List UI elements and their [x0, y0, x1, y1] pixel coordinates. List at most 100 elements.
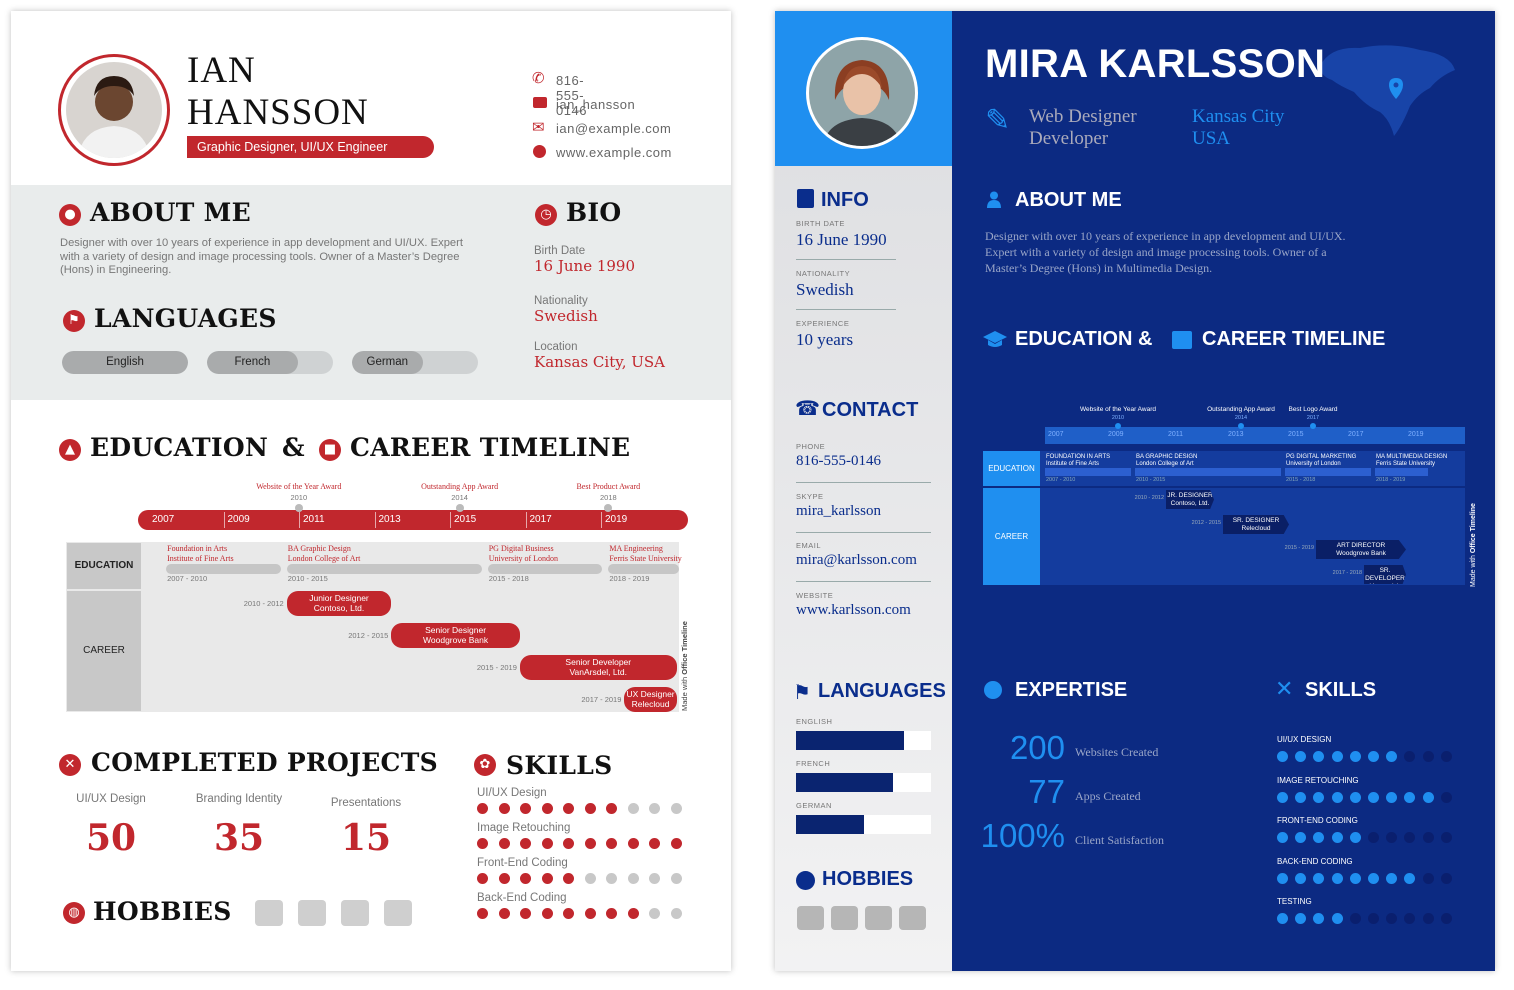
about-text: Designer with over 10 years of experienc…: [60, 237, 463, 276]
language-name: FRENCH: [796, 759, 831, 768]
timeline-axis: [138, 510, 688, 530]
bio-item: Location Kansas City, USA: [534, 341, 665, 371]
skill-dot: [1368, 913, 1379, 924]
skill-dot: [649, 838, 660, 849]
career-bar: SR. DEVELOPER Vanarsdel, Ltd.: [1364, 565, 1406, 584]
education-row-label: EDUCATION: [67, 543, 141, 589]
award-year: 2014: [1234, 415, 1248, 421]
skill-dot: [1331, 751, 1343, 762]
education-bar: [1375, 468, 1428, 476]
project-count: 15: [340, 817, 392, 859]
bio-heading: BIO: [566, 198, 622, 227]
skill-dot: [1277, 791, 1288, 803]
skill-dot: [1313, 832, 1325, 843]
skill-name: UI/UX DESIGN: [1277, 735, 1332, 744]
user-icon: [987, 191, 1001, 208]
skill-name: IMAGE RETOUCHING: [1277, 775, 1359, 785]
language-bar: English: [62, 351, 188, 374]
bio-label: Nationality: [534, 295, 588, 307]
education-bar: [608, 564, 679, 574]
skill-dot: [1295, 913, 1307, 924]
education-subtitle: Institute of Fine Arts: [1046, 461, 1100, 467]
skill-dot: [1368, 751, 1379, 762]
award-marker: [1310, 423, 1316, 429]
career-bar: UX Designer Relecloud: [624, 687, 677, 712]
timeline-year-label: 2013: [1228, 431, 1244, 438]
skill-dot: [670, 838, 682, 849]
bio-value: Swedish: [534, 307, 598, 325]
timeline-heading-education: EDUCATION &: [1015, 328, 1153, 350]
skill-dot: [649, 803, 660, 814]
role-line-1: Web Designer: [1029, 106, 1137, 127]
timeline-year-label: 2019: [1408, 431, 1424, 438]
education-subtitle: Ferris State University: [609, 554, 682, 563]
career-subtitle: Contoso, Ltd.: [1170, 500, 1210, 507]
skill-dot: [1422, 791, 1434, 803]
award-label: Website of the Year Award: [256, 482, 342, 491]
bio-label: Location: [534, 341, 578, 353]
chat-icon: [533, 97, 547, 108]
info-label: EXPERIENCE: [796, 319, 850, 328]
skill-dot: [1331, 913, 1343, 924]
contact-value: mira_karlsson: [796, 502, 881, 519]
skill-name: Back-End Coding: [477, 892, 567, 904]
skill-dot: [1440, 751, 1452, 762]
education-bar: [286, 564, 482, 574]
language-bar-fill: [796, 815, 864, 834]
career-bar: ART DIRECTOR Woodgrove Bank: [1316, 540, 1406, 559]
career-row-label: CAREER: [983, 488, 1040, 585]
award-year: 2010: [1111, 415, 1125, 421]
user-icon: ●: [59, 204, 81, 226]
skill-name: TESTING: [1277, 897, 1312, 906]
language-name: GERMAN: [796, 801, 832, 810]
skill-dot: [1349, 791, 1361, 803]
made-with-brand: Office Timeline: [680, 621, 689, 675]
education-title: PG DIGITAL MARKETING: [1286, 454, 1357, 460]
briefcase-icon: [384, 900, 412, 926]
timeline-year-label: 2017: [1348, 431, 1364, 438]
timeline-year-label: 2011: [1168, 431, 1184, 438]
skill-dot: [1295, 832, 1307, 843]
skill-dot: [1368, 832, 1379, 843]
skill-dot: [1422, 832, 1434, 843]
portrait-icon: [831, 906, 858, 930]
project-label: Presentations: [330, 797, 402, 809]
bio-label: Birth Date: [534, 245, 586, 257]
skill-dot: [606, 803, 617, 814]
skill-dot: [477, 803, 488, 814]
flag-icon: ⚑: [63, 310, 85, 332]
language-bar: [796, 731, 931, 750]
language-name: French: [234, 356, 271, 368]
career-title: JR. DESIGNER: [1167, 492, 1213, 499]
skill-dot: [541, 908, 553, 919]
award-label: Best Product Award: [576, 482, 641, 491]
timeline-year-label: 2017: [529, 514, 552, 525]
education-title: BA Graphic Design: [287, 544, 351, 553]
career-range: 2017 - 2019: [581, 695, 622, 704]
expertise-label: Apps Created: [1075, 789, 1141, 803]
contact-divider: [796, 531, 931, 533]
education-subtitle: Institute of Fine Arts: [167, 554, 234, 563]
profile-photo: [806, 37, 918, 149]
timeline-year-label: 2007: [1048, 431, 1064, 438]
world-map: [1310, 36, 1460, 141]
career-title: SR. DEVELOPER: [1365, 567, 1405, 582]
skill-dot: [1313, 791, 1325, 803]
city-line-1: Kansas City: [1192, 106, 1285, 127]
skill-name: BACK-END CODING: [1277, 856, 1353, 866]
contact-divider: [796, 482, 931, 483]
skill-name: Image Retouching: [477, 822, 571, 834]
education-range: 2018 - 2019: [1376, 477, 1406, 483]
briefcase-icon: ■: [319, 439, 341, 461]
contact-text: www.example.com: [556, 145, 672, 160]
career-title: Senior Designer: [425, 625, 487, 635]
education-range: 2007 - 2010: [1046, 477, 1076, 483]
skill-dot: [520, 873, 531, 884]
skill-dot: [477, 838, 488, 849]
skill-dot: [1386, 872, 1398, 884]
profile-photo: [58, 54, 170, 166]
skill-dot: [1386, 913, 1398, 924]
timeline-year-label: 2013: [378, 514, 401, 525]
mail-icon: ✉: [532, 118, 545, 136]
skill-dot: [1404, 791, 1416, 803]
